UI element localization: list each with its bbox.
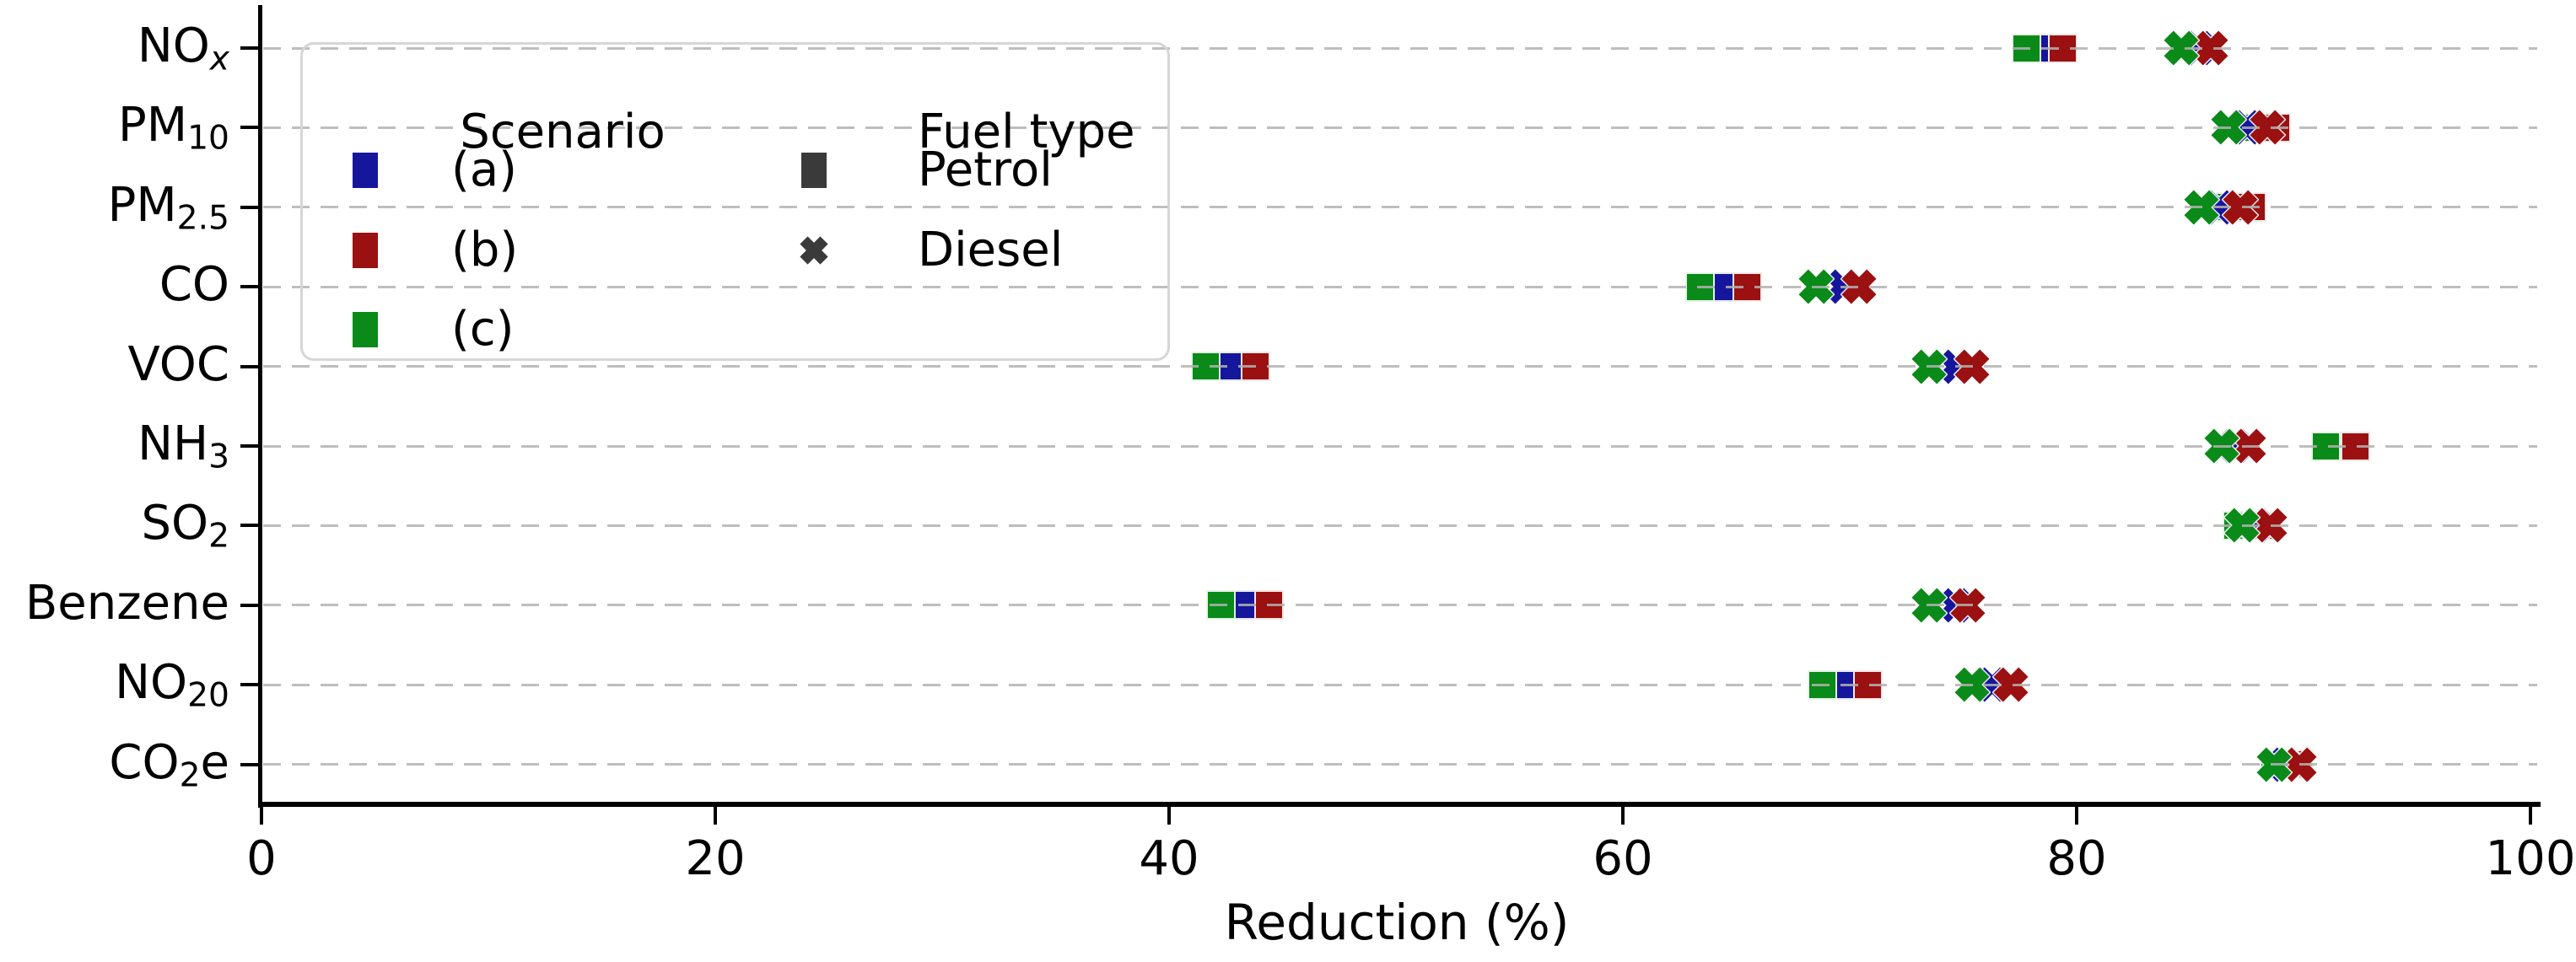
y-tick-label: Benzene: [24, 575, 229, 631]
y-tick-label: SO2: [141, 496, 229, 556]
y-axis-spine: [258, 5, 262, 808]
y-tick-label: NOx: [137, 19, 229, 78]
x-tick-label: 0: [246, 831, 277, 886]
y-tick-label: VOC: [127, 336, 229, 392]
gridline: [263, 126, 2537, 129]
gridline: [263, 285, 2537, 288]
gridline: [263, 524, 2537, 527]
y-tick-mark: [240, 762, 259, 766]
legend-scenario-swatch: [353, 153, 378, 188]
subscript: 10: [187, 119, 229, 158]
legend-scenario-label: (a): [451, 142, 518, 197]
x-tick-mark: [714, 807, 717, 825]
subscript: 2: [179, 756, 201, 794]
gridline: [263, 46, 2537, 50]
gridline: [263, 444, 2537, 448]
subscript: 3: [208, 438, 229, 476]
y-tick-mark: [240, 364, 259, 368]
subscript: 2.5: [176, 199, 229, 238]
x-tick-mark: [260, 807, 263, 825]
y-tick-label: CO2e: [109, 734, 229, 794]
legend-scenario-label: (b): [451, 222, 519, 277]
x-tick-mark: [2075, 807, 2078, 825]
legend-scenario-swatch: [353, 312, 378, 347]
y-tick-mark: [240, 205, 259, 209]
y-tick-mark: [240, 683, 259, 687]
x-tick-label: 100: [2485, 831, 2576, 886]
x-tick-mark: [2529, 807, 2532, 825]
y-tick-label: NO20: [115, 655, 229, 715]
legend-diesel-swatch: [800, 235, 828, 265]
x-tick-label: 60: [1592, 831, 1653, 886]
legend-petrol-swatch: [801, 153, 827, 188]
gridline: [263, 365, 2537, 368]
y-tick-label: CO: [159, 257, 229, 313]
y-tick-label: PM2.5: [107, 177, 229, 238]
y-tick-mark: [240, 603, 259, 607]
y-tick-mark: [240, 444, 259, 448]
y-tick-mark: [240, 126, 259, 130]
x-tick-label: 80: [2046, 831, 2107, 886]
legend: Scenario Fuel type (a) (b) (c) Petrol Diesel: [300, 42, 1170, 361]
y-tick-label: PM10: [118, 98, 229, 158]
x-tick-label: 20: [685, 831, 746, 886]
x-axis-spine: [258, 802, 2541, 807]
x-tick-mark: [1167, 807, 1171, 825]
x-tick-mark: [1621, 807, 1625, 825]
legend-fuel-label: Diesel: [918, 222, 1064, 277]
subscript: x: [209, 40, 229, 78]
gridline: [263, 206, 2537, 209]
subscript: 20: [187, 676, 229, 715]
gridline: [263, 604, 2537, 607]
y-tick-mark: [240, 46, 259, 50]
legend-scenario-label: (c): [451, 302, 515, 357]
x-tick-label: 40: [1139, 831, 1199, 886]
subscript: 2: [208, 517, 229, 556]
gridline: [263, 683, 2537, 686]
gridline: [263, 763, 2537, 766]
y-tick-mark: [240, 285, 259, 289]
y-tick-label: NH3: [137, 417, 229, 476]
legend-scenario-swatch: [353, 232, 378, 268]
legend-fuel-title: Fuel type: [918, 105, 1135, 159]
legend-scenario-title: Scenario: [460, 105, 666, 159]
legend-fuel-label: Petrol: [918, 142, 1053, 197]
y-tick-mark: [240, 524, 259, 528]
x-axis-label: Reduction (%): [1224, 894, 1570, 951]
